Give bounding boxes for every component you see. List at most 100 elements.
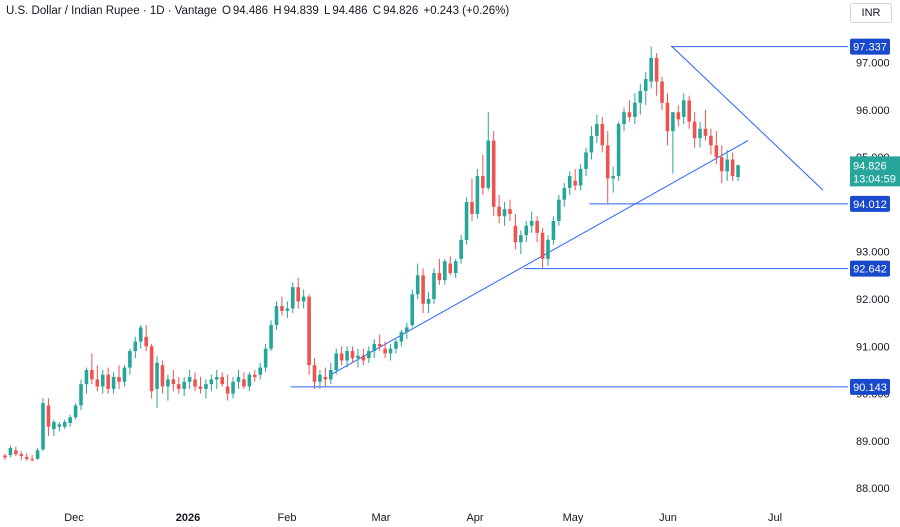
candle: [676, 105, 681, 127]
price-tick-label: 96.000: [856, 105, 890, 117]
candle-body: [377, 343, 382, 347]
candle: [443, 258, 447, 285]
candle: [236, 369, 241, 389]
candle-body: [361, 355, 366, 361]
low-value: 94.486: [332, 5, 368, 17]
open-value: 94.486: [232, 5, 269, 17]
candle: [242, 372, 246, 389]
candle-body: [703, 128, 708, 136]
candle: [128, 348, 132, 375]
candle-body: [263, 348, 268, 368]
level-label-box: [850, 260, 890, 277]
candle: [524, 220, 529, 243]
candle-body: [470, 202, 474, 214]
candle: [654, 53, 659, 96]
candle: [361, 348, 366, 366]
candle-body: [464, 202, 469, 240]
candle-body: [149, 346, 154, 392]
candle-body: [204, 384, 208, 389]
candle-body: [111, 377, 116, 389]
candle-body: [388, 348, 393, 354]
candle-body: [318, 374, 322, 382]
candle: [79, 379, 83, 411]
candle-body: [231, 381, 235, 394]
level-price-label: 92.642: [850, 260, 890, 277]
candle: [665, 93, 670, 146]
candle-body: [399, 332, 404, 342]
time-tick-label: Jul: [768, 512, 782, 524]
candle: [448, 256, 453, 276]
candle: [622, 107, 626, 132]
candle: [339, 346, 344, 366]
price-tick-label: 88.000: [856, 483, 890, 495]
time-tick-label: Mar: [372, 512, 391, 524]
candle-body: [236, 377, 241, 382]
level-price-label: 97.337: [850, 38, 890, 55]
candle: [513, 213, 518, 250]
candle-body: [654, 57, 659, 82]
candle: [14, 446, 18, 457]
candle-body: [35, 450, 40, 459]
symbol-description: U.S. Dollar / Indian Rupee · 1D · Vantag…: [6, 5, 217, 17]
candle-body: [676, 112, 681, 120]
candle: [535, 216, 539, 243]
candle: [367, 346, 371, 363]
currency-button[interactable]: INR: [850, 3, 892, 23]
candle: [24, 453, 29, 461]
candle-body: [426, 299, 431, 304]
ascending-trendline: [330, 140, 749, 376]
candle-body: [486, 140, 491, 188]
candle: [557, 194, 561, 226]
candle-body: [567, 176, 572, 188]
candle-body: [57, 424, 62, 427]
candle: [703, 109, 708, 141]
low-label: L: [323, 5, 331, 17]
candle: [421, 268, 425, 314]
candle: [19, 451, 24, 460]
level-price-label: 90.143: [850, 378, 890, 395]
candle-body: [280, 306, 284, 311]
candle-body: [719, 157, 724, 172]
candle-body: [529, 220, 534, 226]
level-label-text: 92.642: [853, 264, 887, 276]
candle: [638, 83, 643, 115]
candle: [486, 112, 491, 191]
candle-body: [100, 374, 105, 387]
candle-body: [220, 377, 224, 385]
candle-body: [90, 369, 94, 380]
candle-body: [459, 239, 463, 259]
candle: [176, 377, 181, 394]
candle: [117, 365, 121, 389]
candle: [372, 339, 377, 359]
candle: [269, 320, 273, 352]
candle: [410, 289, 415, 328]
candle: [671, 112, 675, 174]
candle-body: [41, 403, 45, 450]
candle: [68, 414, 72, 427]
candle-body: [242, 379, 246, 387]
candle: [187, 369, 192, 389]
candle-body: [133, 341, 138, 352]
time-tick-label: 2026: [176, 512, 200, 524]
candle: [138, 325, 143, 349]
candle-body: [372, 343, 377, 352]
candle-body: [687, 100, 691, 122]
candle-body: [519, 235, 523, 243]
level-label-text: 94.012: [853, 199, 887, 211]
candle-body: [491, 140, 496, 207]
candle-body: [383, 348, 387, 354]
candle-body: [193, 379, 197, 387]
candle-body: [546, 239, 550, 259]
price-tick-label: 93.000: [856, 247, 890, 259]
candle-body: [296, 287, 301, 302]
candle: [508, 199, 512, 221]
candle-body: [649, 57, 653, 82]
candle-body: [73, 405, 78, 418]
candle: [290, 282, 295, 314]
candle-body: [535, 220, 539, 233]
candle-body: [182, 381, 186, 389]
descending-trendline: [671, 46, 824, 191]
candle: [426, 291, 431, 314]
